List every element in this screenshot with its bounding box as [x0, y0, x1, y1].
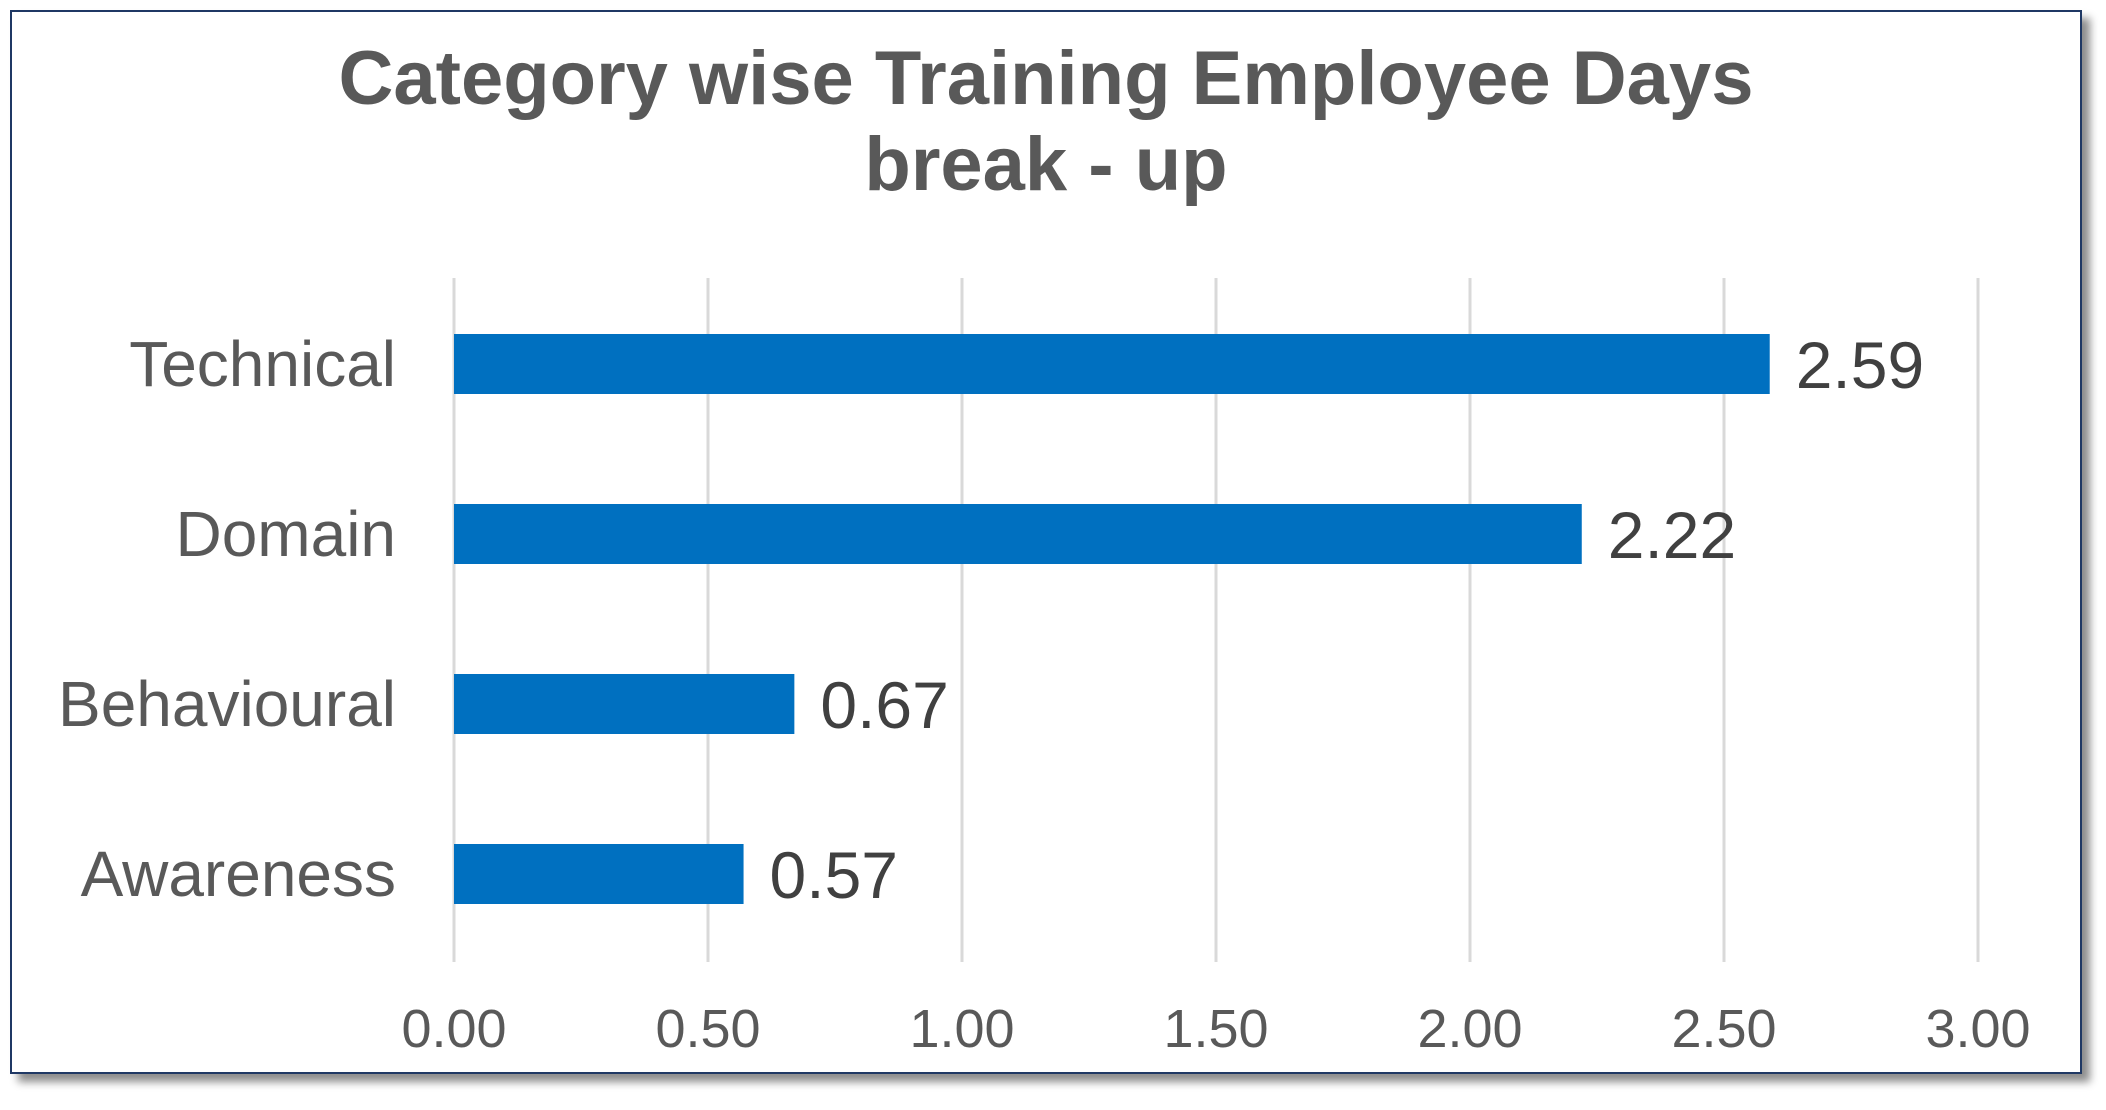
chart-frame: Category wise Training Employee Days bre… [10, 10, 2082, 1074]
category-label: Behavioural [58, 668, 396, 740]
x-axis-tick-labels: 0.00 0.50 1.00 1.50 2.00 2.50 3.00 [401, 999, 2030, 1059]
data-label: 2.22 [1608, 498, 1736, 572]
x-tick-label: 1.00 [909, 999, 1014, 1059]
x-tick-label: 0.00 [401, 999, 506, 1059]
bar-domain [454, 504, 1582, 564]
category-label: Technical [129, 328, 396, 400]
category-label: Awareness [81, 838, 396, 910]
data-label: 0.57 [770, 838, 898, 912]
category-label: Domain [175, 498, 396, 570]
bar-awareness [454, 844, 744, 904]
x-tick-label: 2.50 [1671, 999, 1776, 1059]
data-label: 2.59 [1796, 328, 1924, 402]
bar-technical [454, 334, 1770, 394]
x-tick-label: 1.50 [1163, 999, 1268, 1059]
x-tick-label: 2.00 [1417, 999, 1522, 1059]
chart-title-line-1: Category wise Training Employee Days [339, 36, 1754, 121]
x-tick-label: 0.50 [655, 999, 760, 1059]
x-tick-label: 3.00 [1925, 999, 2030, 1059]
bar-behavioural [454, 674, 795, 734]
category-labels: Technical Domain Behavioural Awareness [58, 328, 396, 910]
bar-chart: Category wise Training Employee Days bre… [58, 36, 2031, 1059]
chart-title-line-2: break - up [864, 122, 1227, 207]
data-label: 0.67 [820, 668, 948, 742]
bars [454, 334, 1770, 904]
data-labels: 2.59 2.22 0.67 0.57 [770, 328, 1925, 912]
